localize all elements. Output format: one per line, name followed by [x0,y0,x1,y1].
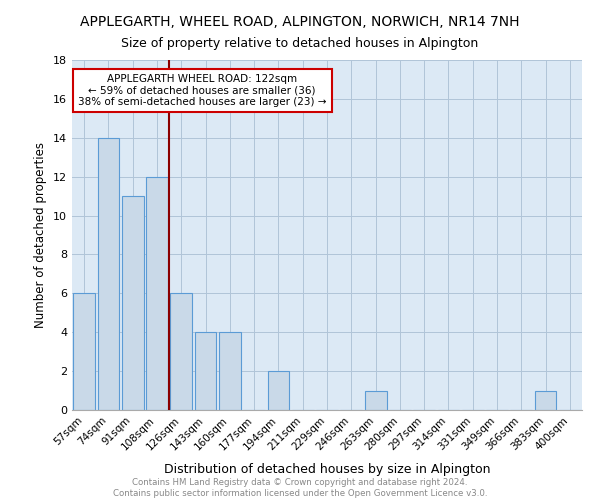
Text: APPLEGARTH, WHEEL ROAD, ALPINGTON, NORWICH, NR14 7NH: APPLEGARTH, WHEEL ROAD, ALPINGTON, NORWI… [80,15,520,29]
X-axis label: Distribution of detached houses by size in Alpington: Distribution of detached houses by size … [164,463,490,476]
Bar [97,138,119,410]
Bar [194,332,217,410]
Bar [146,176,168,410]
Bar [219,332,241,410]
Bar [268,371,289,410]
Text: Contains HM Land Registry data © Crown copyright and database right 2024.
Contai: Contains HM Land Registry data © Crown c… [113,478,487,498]
Y-axis label: Number of detached properties: Number of detached properties [34,142,47,328]
Bar [535,390,556,410]
Text: Size of property relative to detached houses in Alpington: Size of property relative to detached ho… [121,38,479,51]
Bar [365,390,386,410]
Text: APPLEGARTH WHEEL ROAD: 122sqm
← 59% of detached houses are smaller (36)
38% of s: APPLEGARTH WHEEL ROAD: 122sqm ← 59% of d… [78,74,326,107]
Bar [170,294,192,410]
Bar [73,294,95,410]
Bar [122,196,143,410]
